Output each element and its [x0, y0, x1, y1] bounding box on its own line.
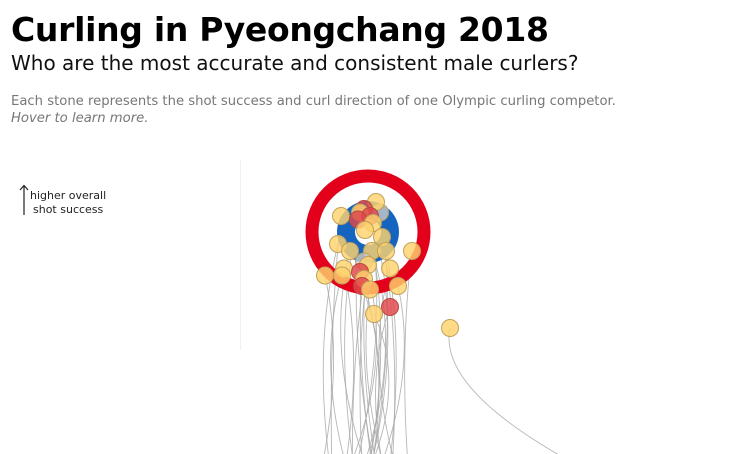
y-axis-label: higher overall shot success [30, 189, 107, 217]
stone-path [359, 271, 380, 454]
stones-layer [316, 193, 459, 337]
stone-point [361, 280, 379, 299]
stone-point [381, 259, 399, 278]
stone-path [448, 327, 559, 454]
y-axis-label-line2: shot success [33, 203, 104, 216]
stone-point [356, 221, 374, 239]
stone-path [323, 275, 335, 454]
page-title: Curling in Pyeongchang 2018 [11, 10, 549, 49]
stone-point [441, 319, 459, 337]
stone-point [403, 242, 421, 260]
stone-path [384, 285, 405, 454]
hover-hint: Hover to learn more. [11, 111, 149, 126]
y-axis-label-line1: higher overall [30, 189, 107, 202]
stone-point [365, 305, 383, 323]
stone-point [316, 266, 334, 285]
stone-point [389, 277, 407, 295]
stone-point [332, 207, 350, 225]
stone-path [375, 306, 391, 454]
chart-divider [240, 160, 241, 350]
stone-path [351, 278, 365, 454]
chart-description: Each stone represents the shot success a… [11, 94, 616, 109]
stone-path [330, 275, 344, 454]
page-subtitle: Who are the most accurate and consistent… [11, 51, 579, 75]
up-arrow-icon [19, 184, 29, 215]
stone-point [341, 242, 359, 260]
stone-point [333, 266, 351, 285]
stone-path [373, 313, 390, 454]
stone-point [381, 298, 399, 316]
stone-point [377, 242, 395, 260]
